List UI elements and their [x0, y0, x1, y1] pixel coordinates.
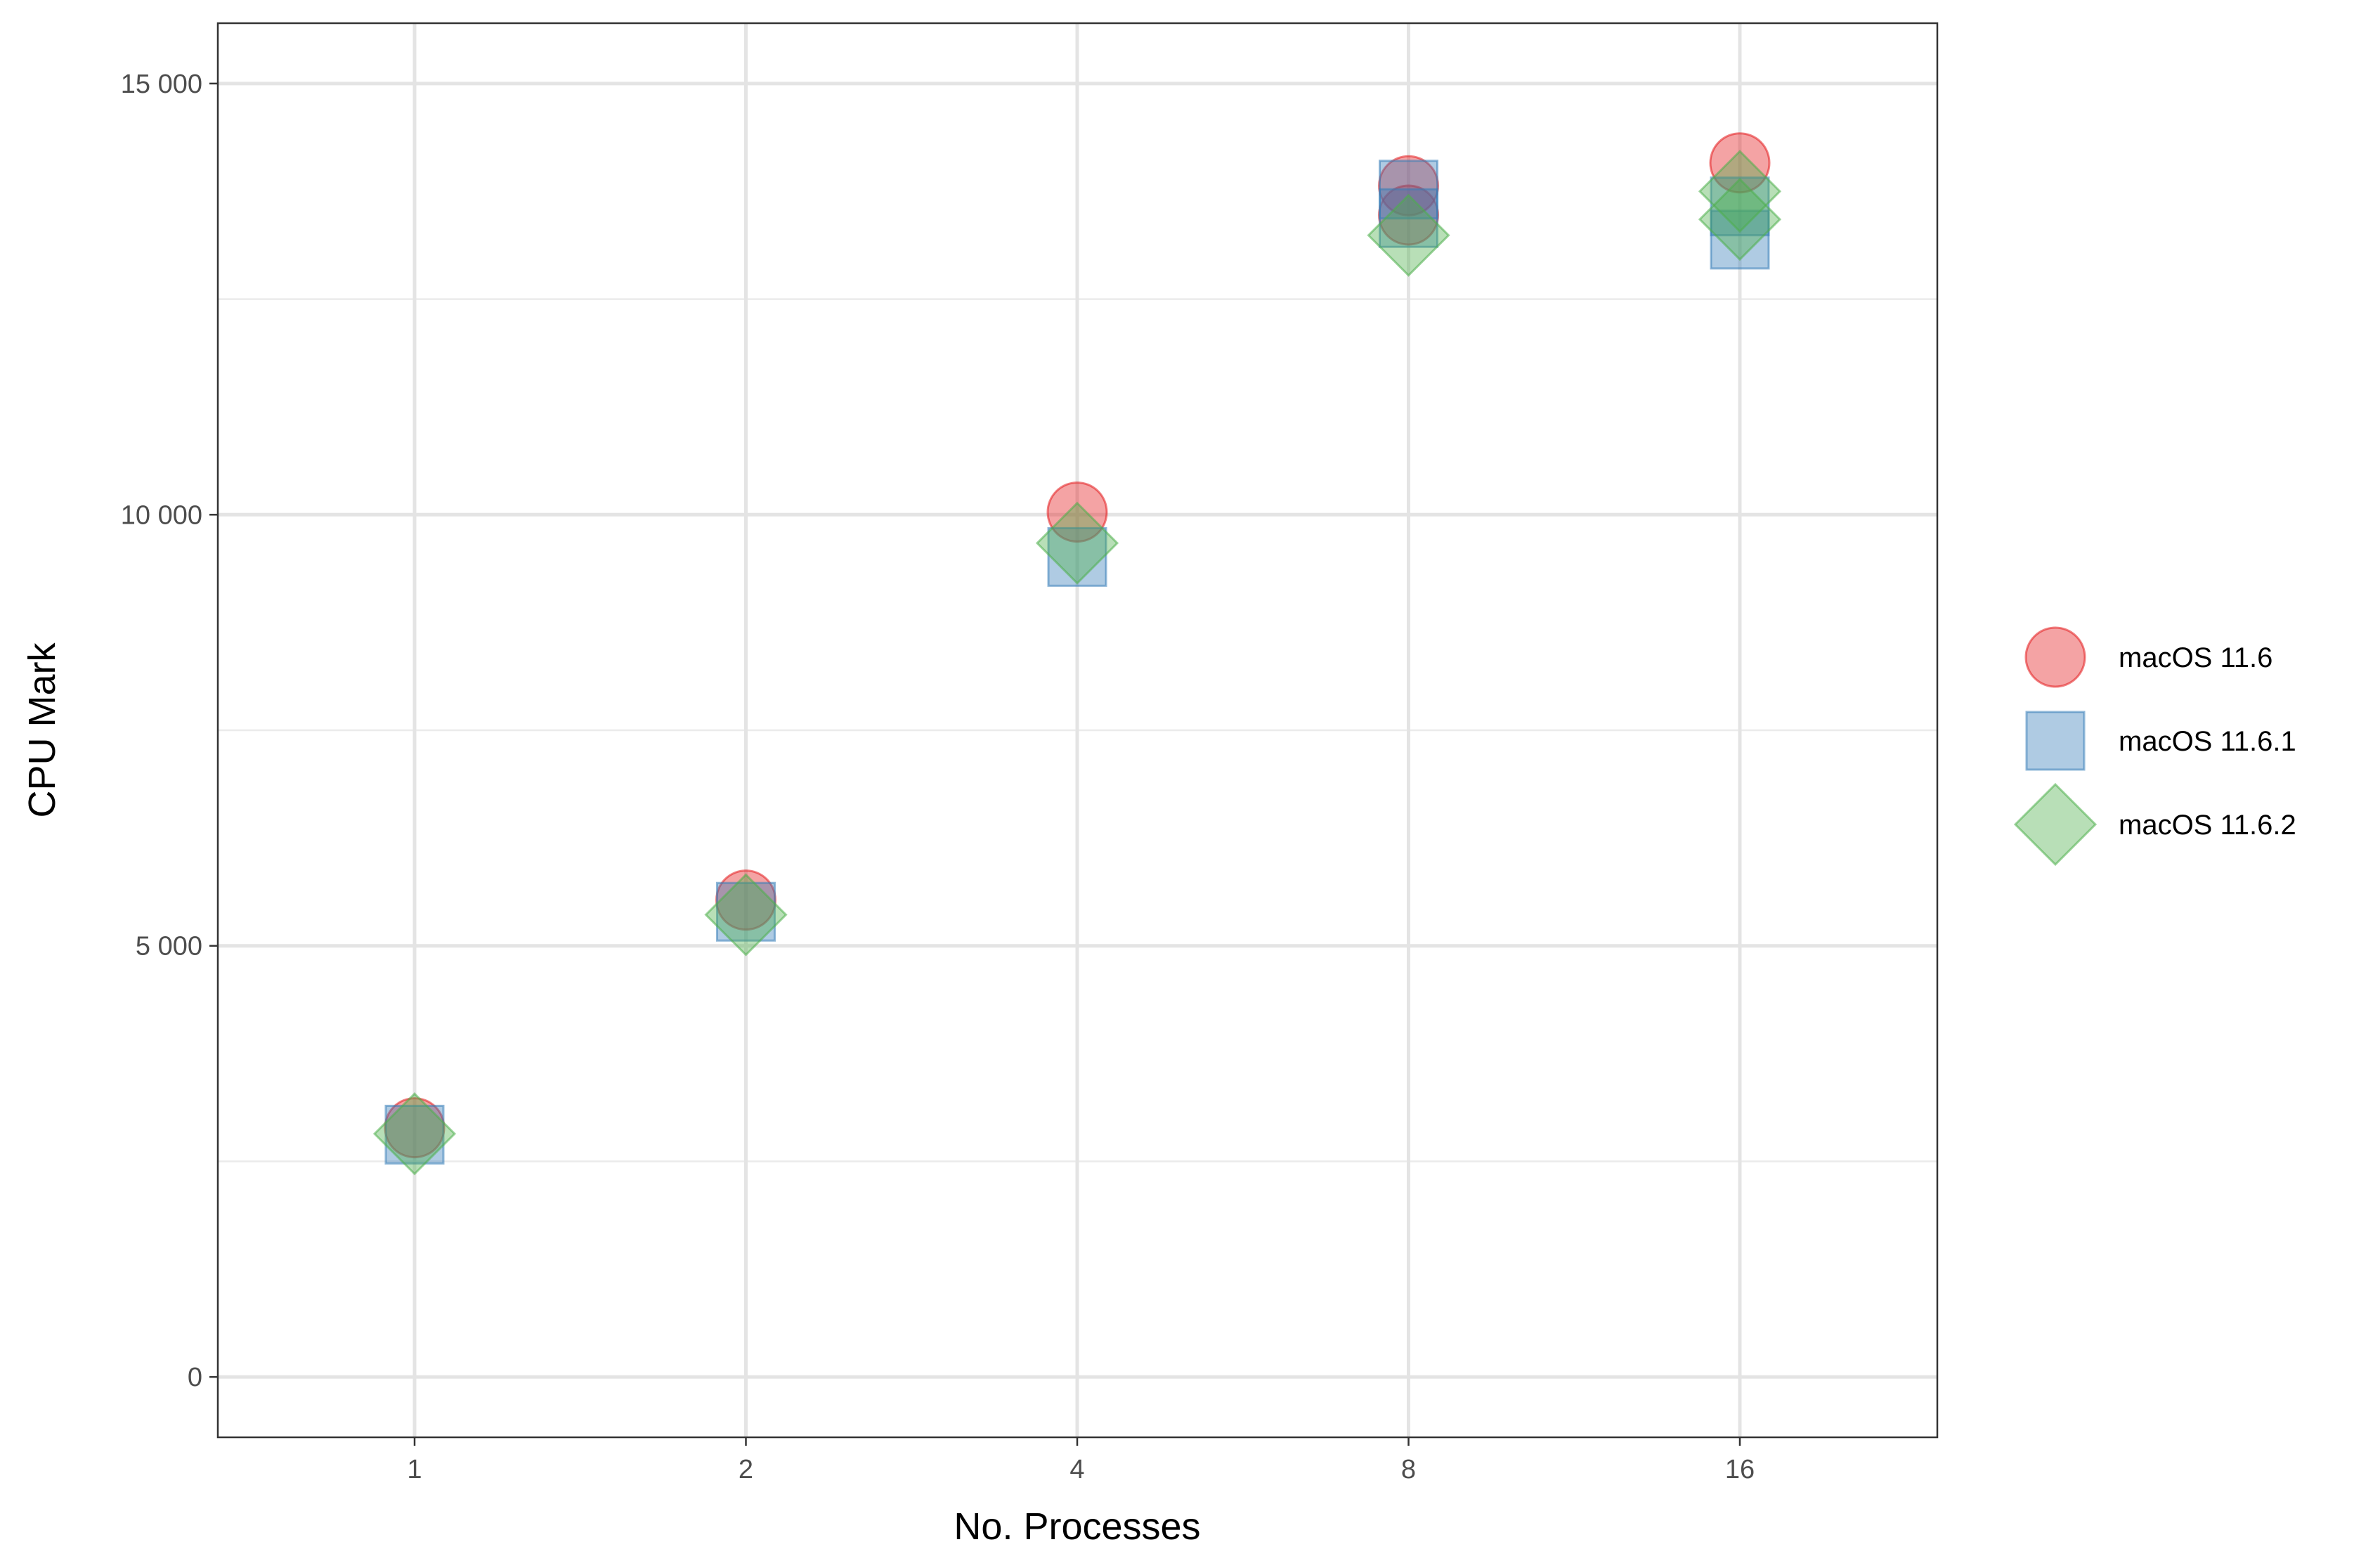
data-point-diamond	[1367, 193, 1450, 277]
legend-key-square	[2025, 711, 2086, 771]
y-tick-label: 10 000	[121, 500, 202, 530]
y-tick-label: 5 000	[136, 932, 202, 961]
legend: macOS 11.6 macOS 11.6.1 macOS 11.6.2	[2013, 626, 2296, 867]
data-point-diamond	[1698, 150, 1782, 233]
x-tick-label: 1	[407, 1455, 422, 1484]
y-tick-label: 0	[188, 1363, 202, 1392]
data-point-diamond	[1698, 177, 1782, 261]
data-point-circle	[1046, 481, 1108, 543]
data-point-diamond	[704, 873, 788, 957]
legend-key-diamond	[2013, 782, 2098, 867]
legend-label: macOS 11.6.1	[2119, 726, 2296, 757]
legend-label: macOS 11.6.2	[2119, 810, 2296, 841]
data-point-square	[1710, 176, 1770, 237]
x-axis-title: No. Processes	[954, 1505, 1200, 1548]
grid	[218, 23, 1937, 1437]
y-axis-title: CPU Mark	[21, 642, 63, 817]
data-points	[372, 132, 1782, 1176]
data-point-square	[1047, 526, 1107, 587]
x-tick-label: 2	[739, 1455, 753, 1484]
x-tick-label: 8	[1401, 1455, 1416, 1484]
data-point-diamond	[1035, 501, 1119, 585]
data-point-square	[1379, 188, 1438, 248]
legend-key-circle	[2024, 626, 2086, 688]
legend-label: macOS 11.6	[2119, 642, 2272, 673]
data-point-diamond	[372, 1092, 457, 1176]
y-tick-label: 15 000	[121, 70, 202, 99]
x-tick-label: 16	[1725, 1455, 1755, 1484]
axes: 0 5 000 10 000 15 000 1 2 4 8 16	[121, 70, 1755, 1484]
x-tick-label: 4	[1069, 1455, 1084, 1484]
